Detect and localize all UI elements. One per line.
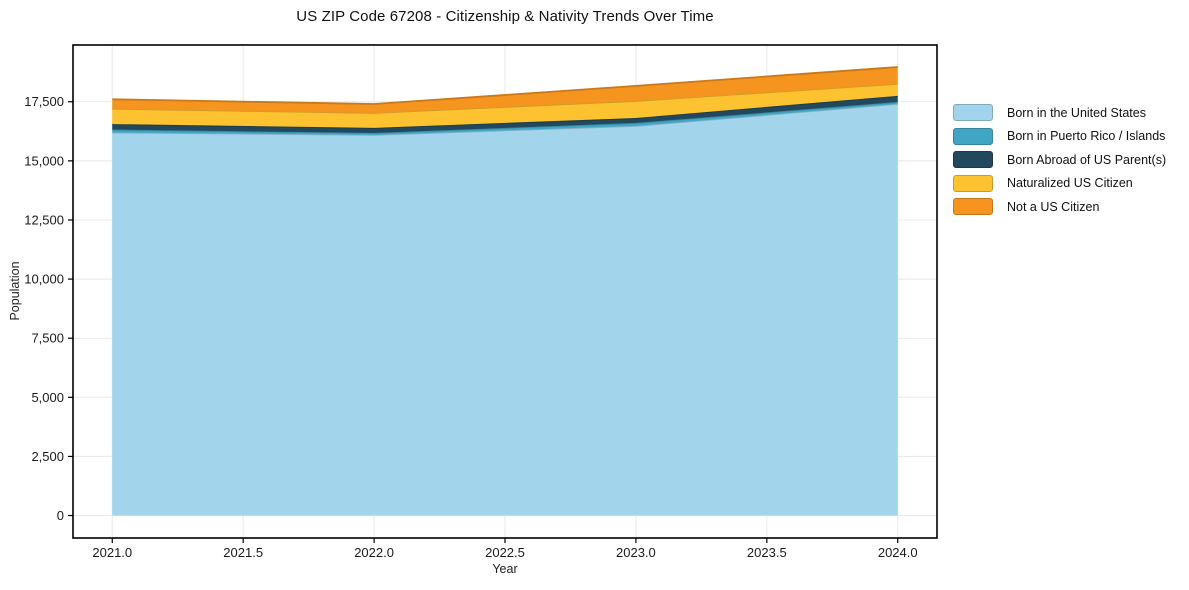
x-tick-label: 2021.0 bbox=[92, 545, 132, 560]
legend-item-born-in-the-united-states: Born in the United States bbox=[953, 104, 1166, 121]
legend-label: Naturalized US Citizen bbox=[1007, 176, 1133, 190]
y-tick-label: 17,500 bbox=[24, 94, 64, 109]
legend-swatch-born-in-the-united-states-icon bbox=[953, 104, 993, 121]
legend-label: Born Abroad of US Parent(s) bbox=[1007, 152, 1167, 167]
x-tick-label: 2023.5 bbox=[747, 545, 787, 560]
legend-item-born-in-puerto-rico-islands: Born in Puerto Rico / Islands bbox=[953, 127, 1166, 145]
x-tick-label: 2021.5 bbox=[223, 545, 263, 560]
x-tick-label: 2024.0 bbox=[878, 545, 918, 560]
legend-item-naturalized-us-citizen: Naturalized US Citizen bbox=[953, 174, 1166, 192]
y-axis-label: Population bbox=[8, 261, 22, 321]
area-not-a-us-citizen bbox=[112, 66, 898, 113]
legend-label: Not a US Citizen bbox=[1007, 199, 1100, 214]
legend-swatch-born-in-puerto-rico-islands-icon bbox=[953, 127, 993, 145]
y-tick-label: 2,500 bbox=[31, 449, 64, 464]
legend-item-not-a-us-citizen: Not a US Citizen bbox=[953, 198, 1166, 215]
legend-swatch-naturalized-us-citizen-icon bbox=[953, 174, 993, 192]
y-tick-label: 15,000 bbox=[24, 153, 64, 168]
legend-label: Born in the United States bbox=[1007, 105, 1146, 120]
y-tick-label: 7,500 bbox=[31, 331, 64, 346]
x-axis-label: Year bbox=[492, 562, 518, 576]
area-naturalized-us-citizen bbox=[112, 83, 898, 128]
area-born-in-the-united-states bbox=[112, 103, 898, 516]
x-tick-label: 2022.5 bbox=[485, 545, 525, 560]
legend-swatch-not-a-us-citizen-icon bbox=[953, 198, 993, 215]
x-tick-label: 2023.0 bbox=[616, 545, 656, 560]
legend: Born in the United States Born in Puerto… bbox=[953, 104, 1166, 215]
y-tick-label: 10,000 bbox=[24, 272, 64, 287]
legend-swatch-born-abroad-of-us-parents-icon bbox=[953, 151, 993, 168]
y-tick-label: 12,500 bbox=[24, 212, 64, 227]
y-tick-label: 5,000 bbox=[31, 390, 64, 405]
x-tick-label: 2022.0 bbox=[354, 545, 394, 560]
area-born-abroad-of-us-parent-s bbox=[112, 95, 898, 133]
legend-label: Born in Puerto Rico / Islands bbox=[1007, 129, 1166, 143]
area-edge-not-a-us-citizen bbox=[112, 66, 898, 105]
y-tick-label: 0 bbox=[57, 508, 64, 523]
chart-title: US ZIP Code 67208 - Citizenship & Nativi… bbox=[296, 8, 714, 25]
legend-item-born-abroad-of-us-parents: Born Abroad of US Parent(s) bbox=[953, 151, 1166, 168]
